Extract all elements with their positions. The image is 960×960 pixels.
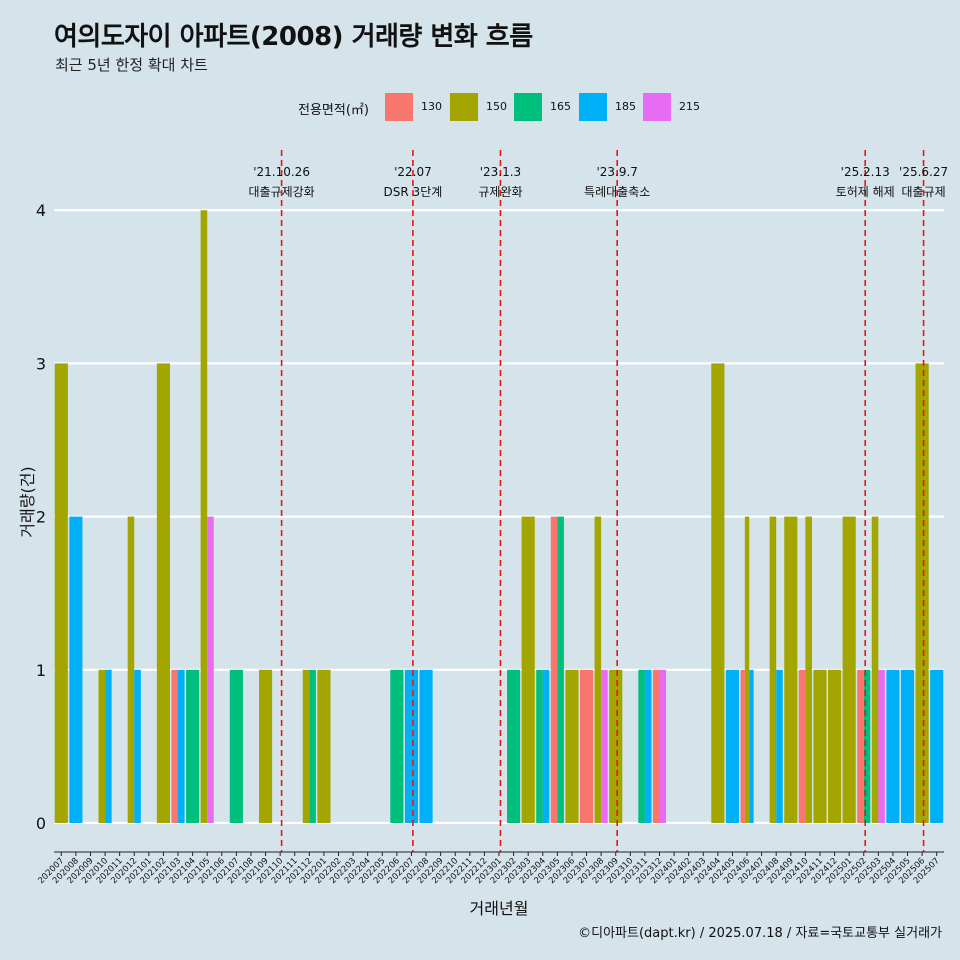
legend-label: 185 bbox=[615, 100, 636, 113]
bar-202104-165 bbox=[186, 669, 200, 823]
y-tick-label: 3 bbox=[36, 354, 46, 373]
bar-202406-130 bbox=[740, 669, 745, 823]
bar-202311-185 bbox=[644, 669, 652, 823]
bar-202305-165 bbox=[557, 516, 564, 823]
bar-202308-215 bbox=[601, 669, 608, 823]
bar-202304-185 bbox=[542, 669, 550, 823]
bar-202308-150 bbox=[594, 516, 602, 823]
event-name-label: 특례대출축소 bbox=[584, 185, 650, 199]
y-tick-label: 4 bbox=[36, 201, 46, 220]
bar-202501-150 bbox=[842, 516, 856, 823]
bar-202008-185 bbox=[69, 516, 83, 823]
bar-202406-185 bbox=[749, 669, 754, 823]
bar-202502-165 bbox=[863, 669, 871, 823]
legend-swatch bbox=[514, 93, 542, 121]
bar-202311-165 bbox=[638, 669, 645, 823]
bar-202410-150 bbox=[805, 516, 812, 823]
bar-202409-150 bbox=[784, 516, 798, 823]
event-name-label: 규제완화 bbox=[478, 185, 522, 199]
bar-202208-185 bbox=[419, 669, 433, 823]
legend-swatch bbox=[450, 93, 478, 121]
event-date-label: '25.2.13 bbox=[841, 165, 890, 179]
event-name-label: 대출규제강화 bbox=[248, 185, 314, 199]
bar-202007-150 bbox=[54, 363, 68, 823]
bar-202309-150 bbox=[609, 669, 623, 823]
bar-202103-130 bbox=[171, 669, 179, 823]
legend-title: 전용면적(㎡) bbox=[298, 103, 369, 118]
legend-label: 215 bbox=[679, 100, 700, 113]
bar-202103-185 bbox=[178, 669, 185, 823]
bar-202312-130 bbox=[652, 669, 660, 823]
chart-subtitle: 최근 5년 한정 확대 차트 bbox=[55, 56, 208, 74]
event-name-label: 토허제 해제 bbox=[836, 185, 895, 199]
bar-202102-150 bbox=[156, 363, 170, 823]
bar-202201-150 bbox=[317, 669, 331, 823]
bar-202503-215 bbox=[878, 669, 885, 823]
bar-202408-185 bbox=[776, 669, 783, 823]
legend-label: 165 bbox=[550, 100, 571, 113]
bar-202010-150 bbox=[98, 669, 106, 823]
bar-202503-150 bbox=[871, 516, 879, 823]
legend-swatch bbox=[385, 93, 413, 121]
bar-202411-150 bbox=[813, 669, 827, 823]
bar-202506-150 bbox=[915, 363, 929, 823]
bar-202207-185 bbox=[404, 669, 419, 823]
event-date-label: '25.6.27 bbox=[899, 165, 948, 179]
bar-202107-165 bbox=[229, 669, 243, 823]
bar-202304-165 bbox=[536, 669, 543, 823]
bar-202312-215 bbox=[659, 669, 667, 823]
event-date-label: '22.07 bbox=[394, 165, 432, 179]
bar-202206-165 bbox=[390, 669, 404, 823]
bar-202305-130 bbox=[550, 516, 558, 823]
y-tick-label: 1 bbox=[36, 661, 46, 680]
bar-202112-150 bbox=[302, 669, 310, 823]
bar-202303-150 bbox=[521, 516, 535, 823]
bar-202405-185 bbox=[725, 669, 740, 823]
bar-202010-185 bbox=[105, 669, 112, 823]
bar-202412-150 bbox=[828, 669, 842, 823]
bar-202109-150 bbox=[258, 669, 273, 823]
legend: 전용면적(㎡) 130 150 165 185 215 bbox=[0, 93, 960, 123]
legend-label: 150 bbox=[486, 100, 507, 113]
legend-swatch bbox=[643, 93, 671, 121]
event-date-label: '23.9.7 bbox=[596, 165, 637, 179]
bar-202410-130 bbox=[798, 669, 806, 823]
event-name-label: DSR 3단계 bbox=[384, 185, 443, 199]
bar-202404-150 bbox=[711, 363, 725, 823]
bar-202505-185 bbox=[900, 669, 915, 823]
event-name-label: 대출규제 bbox=[901, 185, 945, 199]
bar-202302-165 bbox=[507, 669, 521, 823]
bar-202306-150 bbox=[565, 669, 579, 823]
bar-202406-150 bbox=[744, 516, 750, 823]
bar-202307-130 bbox=[579, 669, 594, 823]
bar-202507-185 bbox=[930, 669, 944, 823]
source-caption: ©디아파트(dapt.kr) / 2025.07.18 / 자료=국토교통부 실… bbox=[578, 926, 942, 941]
bar-202502-130 bbox=[857, 669, 864, 823]
chart-title: 여의도자이 아파트(2008) 거래량 변화 흐름 bbox=[54, 22, 533, 52]
legend-label: 130 bbox=[421, 100, 442, 113]
bar-202105-150 bbox=[200, 210, 208, 823]
bar-202408-150 bbox=[769, 516, 777, 823]
bar-202112-165 bbox=[309, 669, 316, 823]
event-date-label: '23.1.3 bbox=[480, 165, 521, 179]
legend-swatch bbox=[579, 93, 607, 121]
bar-202105-215 bbox=[207, 516, 214, 823]
y-tick-label: 0 bbox=[36, 814, 46, 833]
event-date-label: '21.10.26 bbox=[253, 165, 310, 179]
bar-202012-150 bbox=[127, 516, 135, 823]
bar-202504-185 bbox=[886, 669, 900, 823]
y-tick-label: 2 bbox=[36, 508, 46, 527]
x-axis-title: 거래년월 bbox=[470, 899, 529, 918]
y-axis-title: 거래량(건) bbox=[18, 466, 37, 537]
bar-202012-185 bbox=[134, 669, 141, 823]
